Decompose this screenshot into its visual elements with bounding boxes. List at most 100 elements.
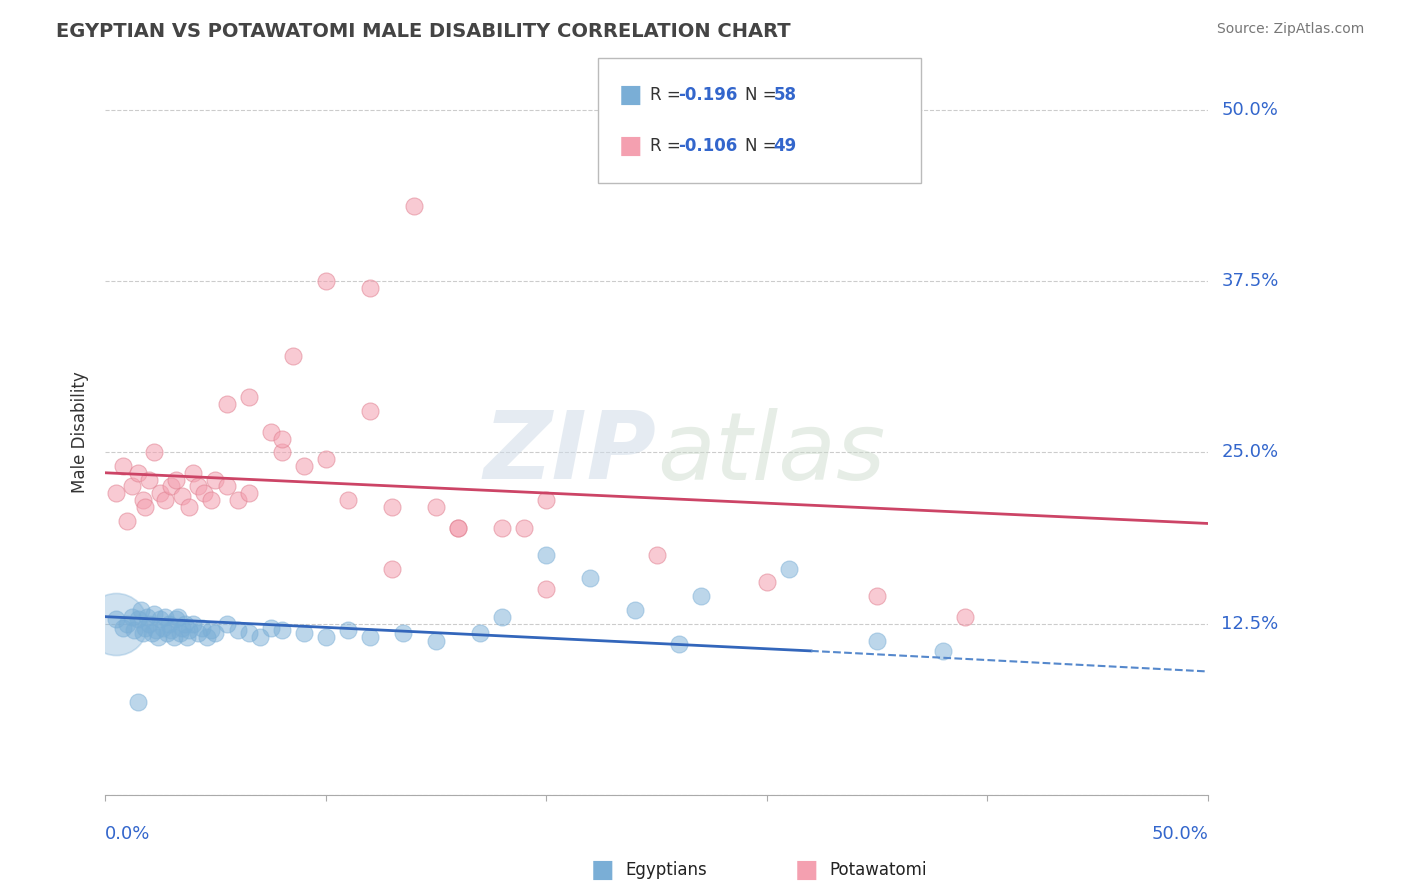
Text: 50.0%: 50.0% (1222, 101, 1278, 119)
Point (134, 621, 156, 635)
Point (200, 493, 222, 508)
Point (359, 281, 381, 295)
Point (226, 493, 249, 508)
Point (381, 562, 404, 576)
Point (160, 479, 183, 493)
Text: -0.106: -0.106 (678, 137, 737, 155)
Point (136, 609, 159, 624)
Point (152, 621, 174, 635)
Point (226, 624, 249, 638)
Point (238, 486, 260, 500)
Text: Potawatomi: Potawatomi (830, 861, 927, 879)
Point (425, 500, 447, 514)
Point (204, 473, 226, 487)
Point (157, 616, 180, 631)
Point (215, 479, 238, 493)
Point (359, 630, 381, 644)
Point (200, 624, 222, 638)
Point (204, 626, 226, 640)
Y-axis label: Male Disability: Male Disability (72, 371, 89, 492)
Point (105, 612, 128, 626)
Point (315, 274, 337, 288)
Point (138, 616, 160, 631)
Point (491, 609, 513, 624)
Point (134, 500, 156, 514)
Point (153, 609, 176, 624)
Point (183, 616, 205, 631)
Point (359, 404, 381, 418)
Text: ■: ■ (619, 134, 643, 158)
Point (127, 612, 149, 626)
Point (315, 452, 337, 467)
Point (176, 630, 198, 644)
Point (105, 616, 128, 631)
Point (121, 609, 143, 624)
Point (249, 630, 271, 644)
Point (955, 609, 977, 624)
Point (187, 626, 209, 640)
Point (579, 571, 602, 585)
Point (470, 626, 492, 640)
Point (536, 582, 558, 597)
Point (160, 624, 183, 638)
Point (392, 626, 415, 640)
Point (238, 391, 260, 405)
Point (536, 548, 558, 562)
Point (513, 520, 536, 534)
Point (689, 589, 711, 603)
Point (142, 445, 165, 459)
Point (491, 520, 513, 534)
Text: 49: 49 (773, 137, 797, 155)
Point (292, 458, 315, 473)
Point (142, 607, 165, 621)
Point (187, 479, 209, 493)
Point (270, 432, 292, 446)
Point (336, 493, 359, 508)
Point (145, 624, 167, 638)
Point (153, 493, 176, 508)
Point (149, 612, 172, 626)
Point (105, 486, 128, 500)
Point (623, 603, 645, 617)
Point (177, 624, 200, 638)
Point (172, 489, 194, 503)
Text: ■: ■ (794, 858, 818, 881)
Point (146, 630, 169, 644)
Point (259, 425, 281, 439)
Point (447, 520, 470, 534)
Text: ■: ■ (619, 83, 643, 107)
Text: R =: R = (650, 137, 686, 155)
Text: N =: N = (745, 137, 782, 155)
Point (165, 473, 187, 487)
Text: 12.5%: 12.5% (1222, 615, 1278, 632)
Point (425, 634, 447, 648)
Point (195, 630, 218, 644)
Text: ■: ■ (591, 858, 614, 881)
Text: Source: ZipAtlas.com: Source: ZipAtlas.com (1216, 22, 1364, 37)
Text: 25.0%: 25.0% (1222, 443, 1278, 461)
Point (169, 626, 191, 640)
Point (129, 603, 152, 617)
Point (866, 589, 889, 603)
Text: 58: 58 (773, 86, 796, 103)
Point (292, 626, 315, 640)
Text: R =: R = (650, 86, 686, 103)
Point (281, 349, 304, 363)
Point (238, 626, 260, 640)
Text: 50.0%: 50.0% (1152, 825, 1208, 843)
Point (127, 695, 149, 709)
Point (778, 562, 800, 576)
Point (132, 493, 155, 508)
Text: -0.196: -0.196 (678, 86, 737, 103)
Point (259, 621, 281, 635)
Text: Egyptians: Egyptians (626, 861, 707, 879)
Text: atlas: atlas (657, 408, 884, 499)
Point (932, 644, 955, 658)
Point (183, 466, 205, 480)
Point (668, 637, 690, 651)
Point (117, 616, 139, 631)
Point (215, 397, 238, 411)
Point (172, 621, 194, 635)
Point (536, 493, 558, 508)
Point (122, 624, 145, 638)
